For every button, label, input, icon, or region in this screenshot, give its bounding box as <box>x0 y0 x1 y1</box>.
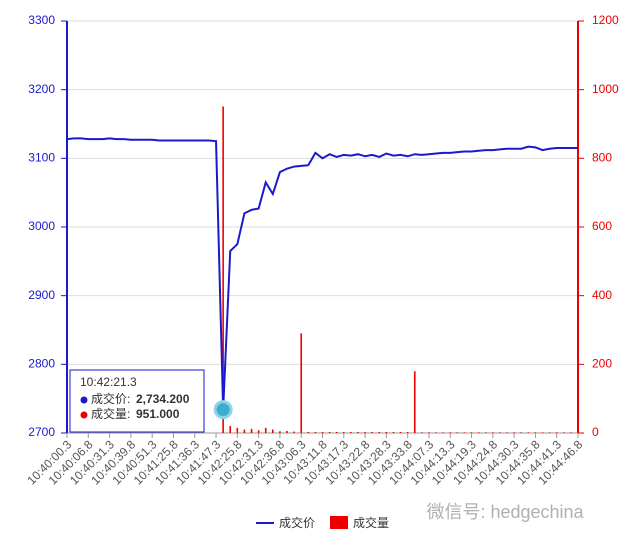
bar <box>534 432 537 433</box>
bar <box>563 432 565 433</box>
bar <box>392 431 395 433</box>
legend-label: 成交价 <box>279 515 315 530</box>
bar <box>456 432 459 433</box>
bar <box>314 431 317 433</box>
bar <box>449 432 452 433</box>
bar <box>385 431 388 433</box>
bar <box>364 431 366 433</box>
y2-tick-label: 400 <box>592 288 612 302</box>
bar <box>243 429 246 433</box>
bar <box>499 432 501 433</box>
bar <box>257 430 260 433</box>
bar <box>492 432 494 433</box>
bar <box>406 431 409 433</box>
bar <box>477 432 480 433</box>
bar <box>307 431 310 433</box>
bar <box>470 432 473 433</box>
tooltip-label: 成交价: <box>91 391 130 406</box>
hover-marker <box>213 400 233 420</box>
bar <box>435 432 437 433</box>
tooltip-label: 成交量: <box>91 406 130 421</box>
bar <box>328 431 331 433</box>
bar <box>463 432 466 433</box>
tooltip: 10:42:21.3 成交价: 2,734.200 成交量: 951.000 <box>69 369 205 433</box>
y-tick-label: 3300 <box>28 13 55 27</box>
bar <box>272 429 274 433</box>
bar <box>378 431 381 433</box>
bar <box>321 431 324 433</box>
legend-label: 成交量 <box>353 515 389 530</box>
bar <box>555 432 558 433</box>
y2-tick-label: 600 <box>592 219 612 233</box>
bar <box>513 432 515 433</box>
bar <box>484 432 487 433</box>
y2-tick-label: 1000 <box>592 82 619 96</box>
bar <box>442 432 444 433</box>
y-tick-label: 2700 <box>28 425 55 439</box>
bar <box>428 432 430 433</box>
tooltip-title: 10:42:21.3 <box>80 375 137 389</box>
y-tick-label: 2900 <box>28 288 55 302</box>
y-tick-label: 3100 <box>28 151 55 165</box>
tooltip-dot <box>80 411 88 419</box>
bar <box>300 333 303 433</box>
tooltip-box <box>69 369 205 433</box>
bar <box>570 432 572 433</box>
y2-tick-label: 0 <box>592 425 599 439</box>
bar <box>520 432 523 433</box>
watermark: 微信号: hedgechina <box>426 502 584 522</box>
y2-tick-label: 800 <box>592 151 612 165</box>
y-tick-label: 2800 <box>28 357 55 371</box>
bar <box>506 432 508 433</box>
tooltip-value: 951.000 <box>136 407 180 421</box>
y-tick-label: 3200 <box>28 82 55 96</box>
legend-bar-icon <box>330 516 348 529</box>
bar <box>399 431 402 433</box>
tooltip-dot <box>80 396 88 404</box>
bar <box>350 431 352 433</box>
price-line <box>66 137 578 410</box>
bar <box>286 430 288 433</box>
bar <box>250 428 253 433</box>
bar <box>548 432 551 433</box>
bar <box>293 431 295 433</box>
tooltip-value: 2,734.200 <box>136 392 190 406</box>
bar <box>371 431 373 433</box>
y2-tick-label: 200 <box>592 357 612 371</box>
bar <box>577 432 579 433</box>
bar <box>527 432 530 433</box>
bar <box>357 431 359 433</box>
bar <box>342 431 345 433</box>
bar <box>236 427 239 433</box>
bar <box>264 427 267 433</box>
y2-tick-label: 1200 <box>592 13 619 27</box>
bar <box>222 106 224 434</box>
bar <box>413 371 416 433</box>
bar <box>541 432 544 433</box>
bar <box>421 432 423 433</box>
bar <box>335 431 338 433</box>
bar <box>279 431 281 433</box>
bar <box>229 426 232 433</box>
y-tick-label: 3000 <box>28 219 55 233</box>
